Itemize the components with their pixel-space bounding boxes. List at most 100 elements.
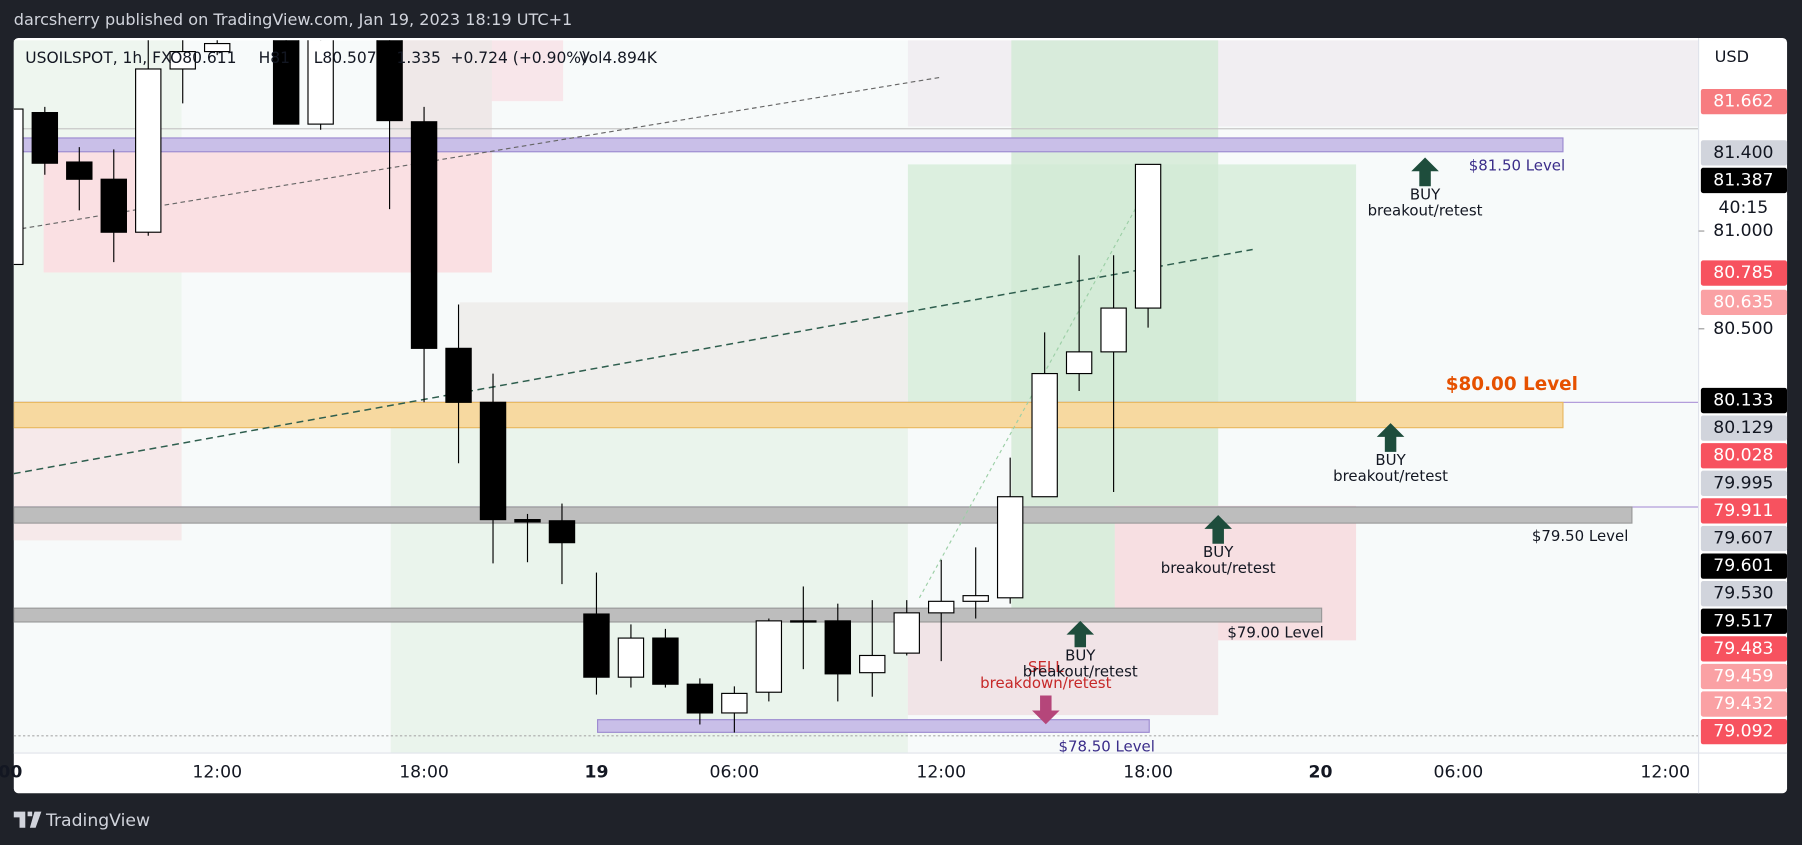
candle-body (479, 401, 507, 521)
candle-body (410, 121, 438, 349)
price-label: 80.785 (1713, 263, 1773, 283)
x-tick-label: 12:00 (916, 763, 966, 783)
price-label-bg (1700, 289, 1788, 316)
level-band (20, 137, 1564, 153)
level-label: $80.00 Level (1446, 374, 1578, 395)
candles (13, 40, 1162, 733)
candle-body (169, 51, 196, 70)
price-label-bg (1700, 636, 1788, 662)
x-tick-label: 18:00 (1123, 763, 1173, 783)
candle-body (100, 178, 127, 233)
price-label-bg (1700, 470, 1788, 496)
annotations: $81.50 Level $80.00 Level $79.50 Level $… (980, 157, 1628, 756)
publisher-header: darcsherry published on TradingView.com,… (14, 10, 572, 29)
x-tick-label: 19 (584, 763, 608, 783)
low-quote: L80.507 (314, 49, 377, 67)
symbol: USOILSPOT, 1h, FX (25, 49, 172, 67)
candle-body (928, 600, 955, 614)
candle-body (203, 42, 231, 53)
price-label-bg (1700, 415, 1788, 441)
level-label: $79.00 Level (1227, 623, 1323, 641)
y-tick-label: 80.500 (1713, 319, 1773, 339)
price-label: 80.028 (1713, 446, 1773, 466)
candle-body (514, 519, 541, 523)
candle-body (652, 637, 679, 685)
candle-body (1134, 163, 1162, 309)
candle-body (1065, 351, 1093, 375)
price-label: 79.432 (1713, 694, 1773, 714)
buy-arrow (1066, 620, 1095, 648)
buy-arrow (1411, 157, 1439, 187)
price-label: 79.607 (1713, 529, 1773, 549)
price-label: 79.995 (1713, 473, 1773, 493)
candle-body (1100, 307, 1127, 353)
candle-body (1031, 372, 1058, 498)
candle-body (445, 347, 472, 403)
price-label: 79.601 (1713, 556, 1773, 576)
volume-quote: Vol4.894K (579, 49, 658, 67)
price-label: 79.092 (1713, 722, 1773, 742)
countdown-bg (1700, 195, 1788, 221)
candle-body (790, 620, 817, 623)
buy-label: BUY (1065, 646, 1096, 664)
axes: 00 12:00 18:00 19 06:00 12:00 18:00 20 06:00 12:0… (0, 88, 1788, 783)
price-label: 81.662 (1713, 92, 1773, 112)
price-label: 79.517 (1713, 611, 1773, 631)
price-label: 80.129 (1713, 418, 1773, 438)
high-quote: H81 (259, 49, 290, 67)
price-label: 81.400 (1713, 143, 1773, 163)
currency: USD (1715, 47, 1749, 66)
buy-note: breakout/retest (1023, 663, 1138, 681)
level-band (13, 607, 1323, 623)
price-label-bg (1700, 260, 1788, 286)
x-tick-label: 18:00 (399, 763, 449, 783)
buy-label: BUY (1410, 185, 1441, 203)
candle-body (272, 40, 300, 125)
price-label: 79.530 (1713, 584, 1773, 604)
candle-body (859, 654, 886, 674)
candle-body (307, 40, 334, 125)
price-label-bg (1700, 498, 1788, 524)
price-label-bg (1700, 691, 1788, 717)
candle-body (824, 620, 852, 675)
buy-note: breakout/retest (1161, 559, 1276, 577)
x-tick-label: 12:00 (1640, 763, 1690, 783)
sell-arrow (1032, 695, 1060, 725)
change-quote: +0.724 (+0.90%) (451, 49, 588, 67)
price-label-bg (1700, 718, 1788, 745)
candle-body (13, 108, 24, 266)
sell-label: SELL (1028, 658, 1064, 676)
candle-body (583, 613, 610, 678)
price-label-bg (1700, 525, 1788, 552)
candle-body (893, 612, 920, 654)
countdown: 40:15 (1719, 198, 1769, 218)
candle-body (66, 161, 93, 180)
level-band (13, 506, 1633, 524)
candle-body (376, 40, 403, 122)
zone (907, 620, 1219, 716)
price-label-bg (1700, 167, 1788, 194)
x-tick-label: 00 (0, 763, 22, 783)
candle-body (617, 637, 645, 678)
level-label: $78.50 Level (1058, 737, 1154, 755)
price-label-bg (1700, 387, 1788, 414)
level-label: $81.50 Level (1469, 157, 1565, 175)
price-label-bg (1700, 553, 1788, 579)
buy-arrow (1204, 515, 1232, 544)
level-label: $79.50 Level (1532, 527, 1628, 545)
candle-body (548, 520, 576, 544)
price-label-bg (1700, 581, 1788, 607)
price-label: 79.459 (1713, 666, 1773, 686)
sell-note: breakdown/retest (980, 674, 1111, 692)
trend-line (13, 76, 943, 231)
candle-body (996, 496, 1024, 599)
logo (13, 811, 42, 828)
price-label: 79.483 (1713, 639, 1773, 659)
buy-label: BUY (1203, 543, 1234, 561)
buy-note: breakout/retest (1368, 202, 1483, 220)
candle-body (31, 111, 59, 164)
price-label-bg (1700, 88, 1788, 115)
buy-label: BUY (1375, 451, 1406, 469)
open-quote: O80.611 (170, 49, 236, 67)
